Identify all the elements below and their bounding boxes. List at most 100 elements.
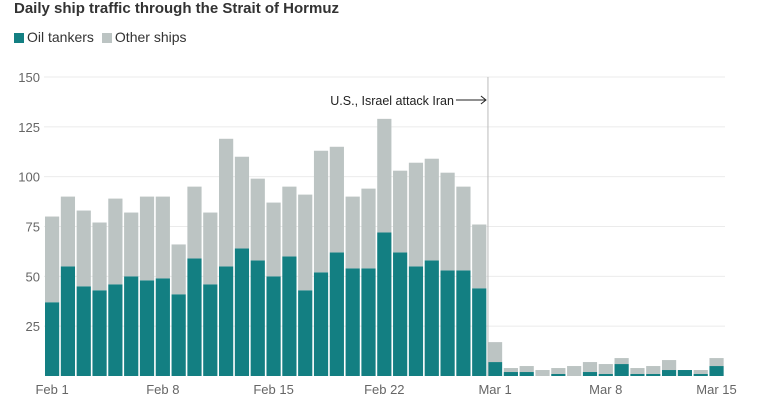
- bar-oil-tankers: [203, 284, 218, 376]
- bar-oil-tankers: [551, 374, 566, 376]
- bar-other-ships: [630, 368, 645, 375]
- bar-other-ships: [76, 210, 91, 287]
- bar-oil-tankers: [45, 302, 60, 376]
- bar-other-ships: [345, 196, 360, 269]
- bar-oil-tankers: [329, 252, 344, 376]
- bar-oil-tankers: [582, 372, 598, 376]
- x-tick-label: Feb 15: [253, 382, 293, 397]
- bar-other-ships: [60, 196, 76, 267]
- y-tick-label: 150: [18, 70, 40, 85]
- bar-other-ships: [456, 186, 471, 271]
- bar-oil-tankers: [313, 272, 329, 376]
- bar-oil-tankers: [393, 252, 408, 376]
- bar-other-ships: [92, 222, 107, 291]
- bar-other-ships: [155, 196, 170, 279]
- legend: Oil tankers Other ships: [14, 29, 187, 45]
- bar-other-ships: [313, 150, 329, 273]
- bar-oil-tankers: [124, 276, 139, 376]
- legend-item-other-ships: Other ships: [101, 29, 187, 45]
- bar-other-ships: [187, 186, 202, 259]
- bar-other-ships: [582, 362, 598, 373]
- bar-oil-tankers: [361, 268, 376, 376]
- bar-oil-tankers: [709, 366, 724, 376]
- bar-other-ships: [45, 216, 60, 303]
- y-tick-label: 25: [26, 319, 40, 334]
- bar-oil-tankers: [456, 270, 471, 376]
- bar-other-ships: [219, 138, 234, 267]
- bar-other-ships: [203, 212, 218, 285]
- legend-swatch-other-ships: [101, 33, 112, 43]
- bar-other-ships: [266, 202, 281, 277]
- bar-oil-tankers: [108, 284, 123, 376]
- bar-other-ships: [393, 170, 408, 253]
- bar-other-ships: [408, 162, 424, 267]
- y-tick-label: 50: [26, 269, 40, 284]
- bar-oil-tankers: [219, 266, 234, 376]
- bar-oil-tankers: [646, 374, 661, 376]
- bar-oil-tankers: [234, 248, 250, 376]
- bar-other-ships: [361, 188, 376, 269]
- bar-oil-tankers: [345, 268, 360, 376]
- bar-oil-tankers: [408, 266, 424, 376]
- x-tick-label: Mar 8: [589, 382, 622, 397]
- bar-oil-tankers: [440, 270, 455, 376]
- x-tick-label: Feb 1: [35, 382, 68, 397]
- bar-other-ships: [139, 196, 155, 281]
- legend-item-oil-tankers: Oil tankers: [14, 29, 94, 45]
- bar-other-ships: [377, 118, 392, 233]
- bar-other-ships: [440, 172, 455, 271]
- bar-oil-tankers: [424, 260, 439, 376]
- bar-other-ships: [567, 366, 582, 376]
- bar-oil-tankers: [298, 290, 313, 376]
- bar-other-ships: [329, 146, 344, 253]
- bar-oil-tankers: [92, 290, 107, 376]
- bar-oil-tankers: [598, 374, 613, 376]
- legend-label: Oil tankers: [27, 29, 94, 45]
- bar-oil-tankers: [519, 372, 534, 376]
- annotation-arrowhead-icon: [480, 95, 487, 105]
- x-tick-label: Mar 15: [696, 382, 736, 397]
- bar-oil-tankers: [472, 288, 487, 376]
- bar-other-ships: [646, 366, 661, 375]
- x-tick-label: Feb 8: [146, 382, 179, 397]
- bar-other-ships: [598, 364, 613, 375]
- bar-oil-tankers: [187, 258, 202, 376]
- bar-other-ships: [124, 212, 139, 277]
- bar-oil-tankers: [614, 364, 629, 376]
- bar-oil-tankers: [661, 370, 677, 376]
- bar-other-ships: [487, 342, 503, 363]
- legend-swatch-oil-tankers: [14, 33, 24, 43]
- bar-other-ships: [298, 194, 313, 291]
- x-tick-label: Feb 22: [364, 382, 404, 397]
- bar-other-ships: [472, 224, 487, 289]
- annotation-label: U.S., Israel attack Iran: [330, 94, 454, 108]
- bar-oil-tankers: [155, 278, 170, 376]
- bar-oil-tankers: [282, 256, 297, 376]
- bar-other-ships: [551, 368, 566, 375]
- bar-other-ships: [503, 368, 518, 373]
- bar-oil-tankers: [503, 372, 518, 376]
- bar-oil-tankers: [630, 374, 645, 376]
- bar-oil-tankers: [250, 260, 265, 376]
- x-tick-label: Mar 1: [478, 382, 511, 397]
- bar-oil-tankers: [171, 294, 186, 376]
- bar-other-ships: [250, 178, 265, 261]
- bar-other-ships: [234, 156, 250, 249]
- bar-oil-tankers: [266, 276, 281, 376]
- bar-other-ships: [519, 366, 534, 373]
- bar-other-ships: [171, 244, 186, 295]
- bar-other-ships: [693, 370, 708, 375]
- bar-other-ships: [709, 358, 724, 367]
- bar-oil-tankers: [677, 370, 692, 376]
- bar-oil-tankers: [60, 266, 76, 376]
- bar-oil-tankers: [693, 374, 708, 376]
- bar-other-ships: [108, 198, 123, 285]
- bar-other-ships: [424, 158, 439, 261]
- bar-other-ships: [614, 358, 629, 365]
- bar-oil-tankers: [377, 232, 392, 376]
- y-tick-label: 125: [18, 120, 40, 135]
- bar-other-ships: [661, 360, 677, 371]
- bar-other-ships: [535, 370, 550, 376]
- legend-label: Other ships: [114, 29, 187, 45]
